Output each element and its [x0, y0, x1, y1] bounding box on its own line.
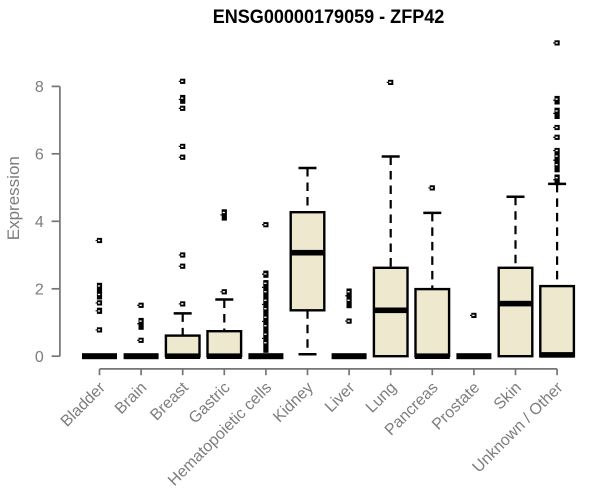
svg-text:8: 8 — [35, 79, 44, 96]
svg-text:ENSG00000179059 - ZFP42: ENSG00000179059 - ZFP42 — [213, 6, 445, 28]
svg-text:6: 6 — [35, 147, 44, 164]
svg-text:2: 2 — [35, 281, 44, 298]
svg-text:0: 0 — [35, 349, 44, 366]
svg-text:Expression: Expression — [4, 156, 23, 240]
svg-text:4: 4 — [35, 214, 44, 231]
